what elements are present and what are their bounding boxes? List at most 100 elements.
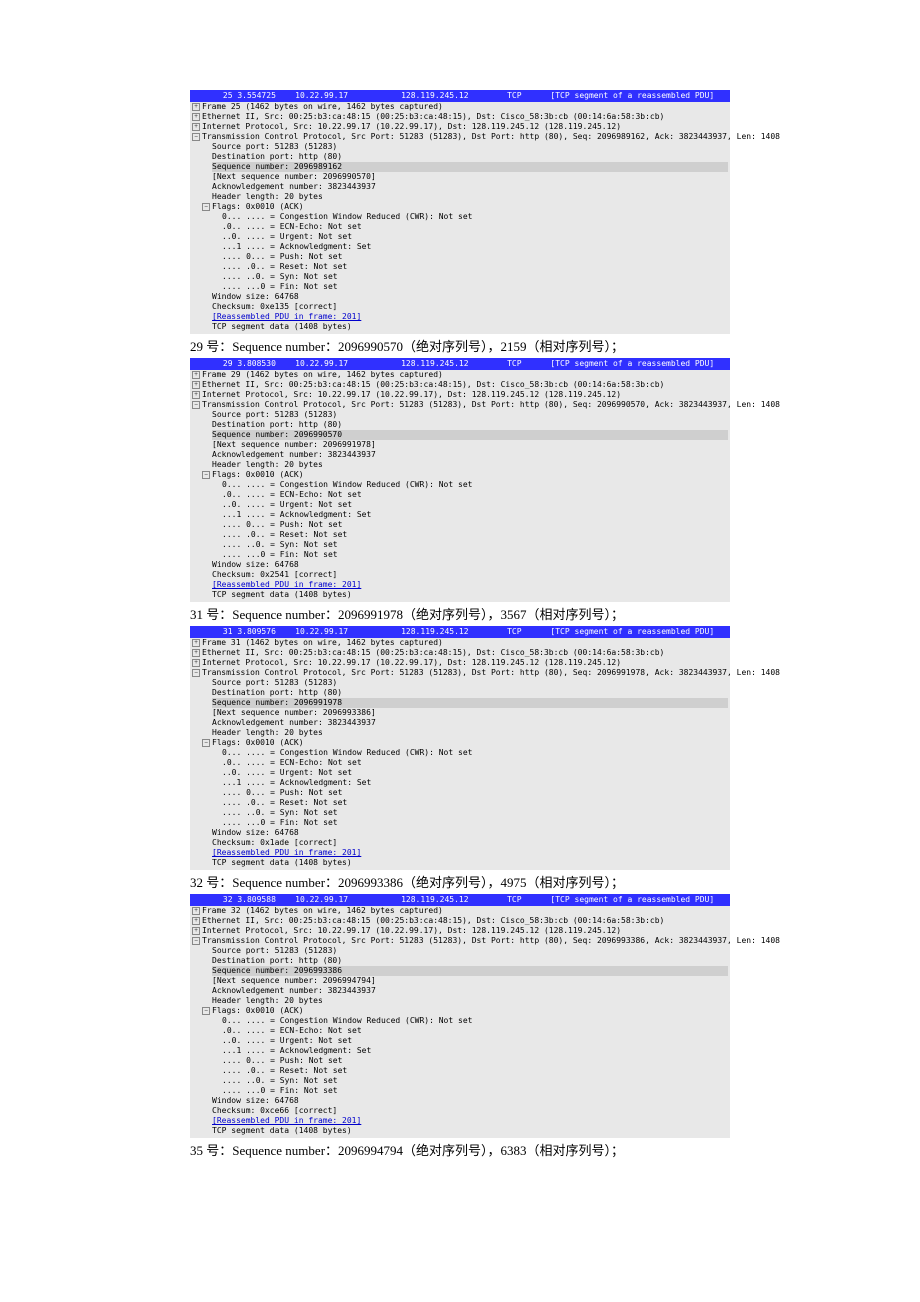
tree-line: Source port: 51283 (51283) xyxy=(192,142,728,152)
tree-toggle-icon[interactable]: − xyxy=(202,471,210,479)
tree-line: TCP segment data (1408 bytes) xyxy=(192,858,728,868)
tree-line: −Transmission Control Protocol, Src Port… xyxy=(192,668,728,678)
tree-line: −Flags: 0x0010 (ACK) xyxy=(192,202,728,212)
tree-line: .0.. .... = ECN-Echo: Not set xyxy=(192,758,728,768)
tree-toggle-icon[interactable]: + xyxy=(192,649,200,657)
tree-line: .... .0.. = Reset: Not set xyxy=(192,262,728,272)
tree-line: Source port: 51283 (51283) xyxy=(192,410,728,420)
tree-line: +Internet Protocol, Src: 10.22.99.17 (10… xyxy=(192,926,728,936)
tree-line: .... ...0 = Fin: Not set xyxy=(192,818,728,828)
tree-line: Header length: 20 bytes xyxy=(192,460,728,470)
tree-line: Checksum: 0x2541 [correct] xyxy=(192,570,728,580)
tree-line: [Next sequence number: 2096993386] xyxy=(192,708,728,718)
packet-block: 32 3.809588 10.22.99.17 128.119.245.12 T… xyxy=(190,894,730,1138)
tree-line: Checksum: 0xe135 [correct] xyxy=(192,302,728,312)
tree-line: [Reassembled PDU in frame: 201] xyxy=(192,312,728,322)
tree-line: .... ..0. = Syn: Not set xyxy=(192,1076,728,1086)
packet-block: 25 3.554725 10.22.99.17 128.119.245.12 T… xyxy=(190,90,730,334)
tree-line: −Transmission Control Protocol, Src Port… xyxy=(192,936,728,946)
packet-list-row[interactable]: 31 3.809576 10.22.99.17 128.119.245.12 T… xyxy=(190,626,730,638)
tree-toggle-icon[interactable]: − xyxy=(192,669,200,677)
tree-line: ...1 .... = Acknowledgment: Set xyxy=(192,242,728,252)
tree-line: .... ...0 = Fin: Not set xyxy=(192,282,728,292)
tree-line: ...1 .... = Acknowledgment: Set xyxy=(192,1046,728,1056)
tree-line: Sequence number: 2096991978 xyxy=(192,698,728,708)
tree-line: [Reassembled PDU in frame: 201] xyxy=(192,848,728,858)
tree-toggle-icon[interactable]: − xyxy=(202,1007,210,1015)
tree-line: Header length: 20 bytes xyxy=(192,728,728,738)
tree-line: Acknowledgement number: 3823443937 xyxy=(192,986,728,996)
tree-line: [Reassembled PDU in frame: 201] xyxy=(192,1116,728,1126)
tree-line: +Ethernet II, Src: 00:25:b3:ca:48:15 (00… xyxy=(192,916,728,926)
tree-line: .... .0.. = Reset: Not set xyxy=(192,1066,728,1076)
tree-line: .... 0... = Push: Not set xyxy=(192,252,728,262)
packet-details: +Frame 29 (1462 bytes on wire, 1462 byte… xyxy=(190,370,730,602)
caption-text: 32 号：Sequence number：2096993386（绝对序列号），4… xyxy=(190,874,730,892)
tree-line: +Frame 29 (1462 bytes on wire, 1462 byte… xyxy=(192,370,728,380)
packet-list-row[interactable]: 32 3.809588 10.22.99.17 128.119.245.12 T… xyxy=(190,894,730,906)
tree-toggle-icon[interactable]: + xyxy=(192,123,200,131)
tree-toggle-icon[interactable]: + xyxy=(192,381,200,389)
tree-line: ..0. .... = Urgent: Not set xyxy=(192,500,728,510)
tree-line: .... ...0 = Fin: Not set xyxy=(192,550,728,560)
tree-line: .... 0... = Push: Not set xyxy=(192,520,728,530)
caption-text: 29 号：Sequence number：2096990570（绝对序列号），2… xyxy=(190,338,730,356)
tree-line: Sequence number: 2096990570 xyxy=(192,430,728,440)
tree-line: +Frame 25 (1462 bytes on wire, 1462 byte… xyxy=(192,102,728,112)
packet-list-row[interactable]: 25 3.554725 10.22.99.17 128.119.245.12 T… xyxy=(190,90,730,102)
tree-line: [Next sequence number: 2096994794] xyxy=(192,976,728,986)
tree-toggle-icon[interactable]: + xyxy=(192,391,200,399)
tree-line: +Internet Protocol, Src: 10.22.99.17 (10… xyxy=(192,390,728,400)
packet-details: +Frame 25 (1462 bytes on wire, 1462 byte… xyxy=(190,102,730,334)
caption-text: 31 号：Sequence number：2096991978（绝对序列号），3… xyxy=(190,606,730,624)
tree-line: Header length: 20 bytes xyxy=(192,192,728,202)
tree-toggle-icon[interactable]: + xyxy=(192,103,200,111)
packet-block: 31 3.809576 10.22.99.17 128.119.245.12 T… xyxy=(190,626,730,870)
tree-line: +Ethernet II, Src: 00:25:b3:ca:48:15 (00… xyxy=(192,380,728,390)
tree-line: Acknowledgement number: 3823443937 xyxy=(192,182,728,192)
tree-line: .... 0... = Push: Not set xyxy=(192,788,728,798)
tree-line: −Flags: 0x0010 (ACK) xyxy=(192,1006,728,1016)
tree-line: ...1 .... = Acknowledgment: Set xyxy=(192,778,728,788)
tree-line: 0... .... = Congestion Window Reduced (C… xyxy=(192,480,728,490)
tree-line: Destination port: http (80) xyxy=(192,956,728,966)
tree-line: −Flags: 0x0010 (ACK) xyxy=(192,470,728,480)
tree-toggle-icon[interactable]: + xyxy=(192,371,200,379)
tree-line: +Internet Protocol, Src: 10.22.99.17 (10… xyxy=(192,658,728,668)
tree-line: Window size: 64768 xyxy=(192,1096,728,1106)
tree-line: Destination port: http (80) xyxy=(192,420,728,430)
tree-line: Sequence number: 2096993386 xyxy=(192,966,728,976)
tree-line: Destination port: http (80) xyxy=(192,152,728,162)
tree-line: −Flags: 0x0010 (ACK) xyxy=(192,738,728,748)
tree-toggle-icon[interactable]: − xyxy=(192,401,200,409)
tree-line: +Internet Protocol, Src: 10.22.99.17 (10… xyxy=(192,122,728,132)
tree-line: ..0. .... = Urgent: Not set xyxy=(192,232,728,242)
document-root: 25 3.554725 10.22.99.17 128.119.245.12 T… xyxy=(190,90,730,1160)
tree-line: TCP segment data (1408 bytes) xyxy=(192,1126,728,1136)
tree-line: Source port: 51283 (51283) xyxy=(192,678,728,688)
tree-toggle-icon[interactable]: + xyxy=(192,659,200,667)
packet-list-row[interactable]: 29 3.808530 10.22.99.17 128.119.245.12 T… xyxy=(190,358,730,370)
tree-toggle-icon[interactable]: − xyxy=(192,937,200,945)
tree-toggle-icon[interactable]: + xyxy=(192,113,200,121)
tree-line: Checksum: 0xce66 [correct] xyxy=(192,1106,728,1116)
tree-toggle-icon[interactable]: + xyxy=(192,639,200,647)
tree-toggle-icon[interactable]: − xyxy=(202,739,210,747)
tree-line: 0... .... = Congestion Window Reduced (C… xyxy=(192,212,728,222)
tree-toggle-icon[interactable]: + xyxy=(192,917,200,925)
tree-line: .0.. .... = ECN-Echo: Not set xyxy=(192,490,728,500)
tree-line: Window size: 64768 xyxy=(192,828,728,838)
tree-line: ...1 .... = Acknowledgment: Set xyxy=(192,510,728,520)
tree-toggle-icon[interactable]: − xyxy=(192,133,200,141)
packet-details: +Frame 32 (1462 bytes on wire, 1462 byte… xyxy=(190,906,730,1138)
tree-toggle-icon[interactable]: − xyxy=(202,203,210,211)
packet-block: 29 3.808530 10.22.99.17 128.119.245.12 T… xyxy=(190,358,730,602)
tree-line: .... .0.. = Reset: Not set xyxy=(192,798,728,808)
tree-line: −Transmission Control Protocol, Src Port… xyxy=(192,400,728,410)
tree-line: .... ...0 = Fin: Not set xyxy=(192,1086,728,1096)
tree-toggle-icon[interactable]: + xyxy=(192,927,200,935)
tree-toggle-icon[interactable]: + xyxy=(192,907,200,915)
tree-line: 0... .... = Congestion Window Reduced (C… xyxy=(192,1016,728,1026)
tree-line: .... ..0. = Syn: Not set xyxy=(192,540,728,550)
tree-line: Checksum: 0x1ade [correct] xyxy=(192,838,728,848)
